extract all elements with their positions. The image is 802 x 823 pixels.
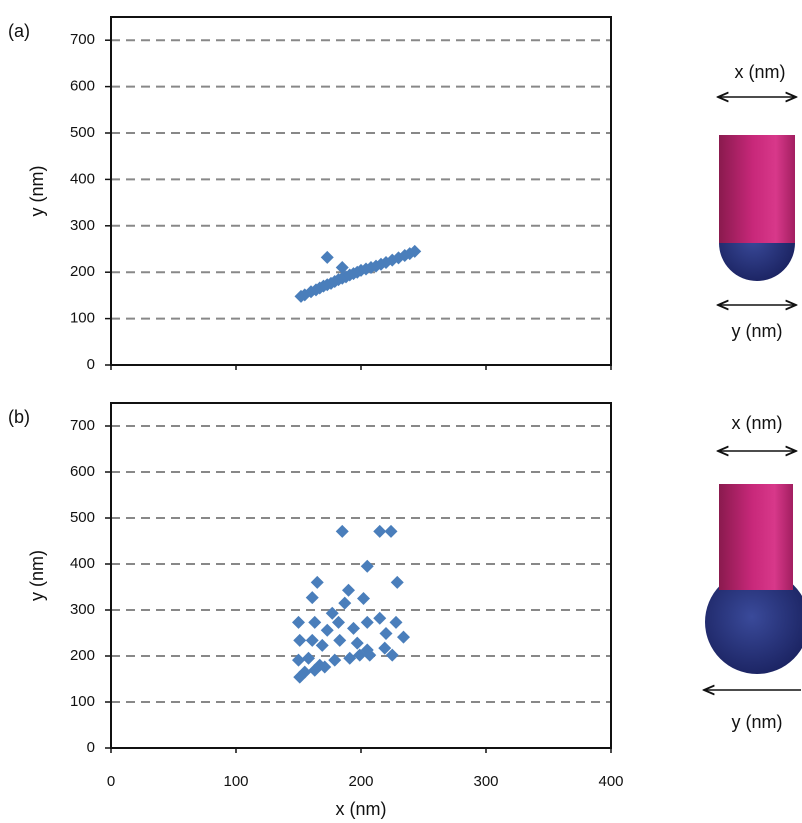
point — [305, 591, 319, 605]
point — [385, 253, 399, 267]
hemisphere — [719, 243, 795, 281]
x-tick-label: 300 — [473, 773, 498, 790]
point — [332, 615, 345, 629]
point — [302, 651, 315, 665]
x-tick-label: 0 — [107, 773, 115, 790]
point — [408, 244, 422, 258]
point — [347, 621, 360, 635]
y-tick-label: 400 — [70, 555, 95, 572]
y-tick-label: 700 — [70, 31, 95, 48]
plot-frame — [110, 16, 612, 366]
cylinder — [719, 135, 795, 243]
x-tick-label: 200 — [348, 773, 373, 790]
point — [310, 575, 324, 589]
x-axis-label: x (nm) — [336, 799, 387, 819]
x-tick-label: 400 — [598, 773, 623, 790]
panel-label: (a) — [8, 21, 30, 41]
y-axis-label: y (nm) — [27, 166, 47, 217]
point — [343, 651, 357, 665]
diagram-label: y (nm) — [732, 321, 783, 341]
point — [373, 524, 387, 538]
point — [325, 606, 339, 620]
y-tick-label: 100 — [70, 693, 95, 710]
point — [373, 611, 387, 625]
point — [318, 660, 332, 674]
y-tick-label: 500 — [70, 124, 95, 141]
point — [293, 633, 307, 647]
x-tick-label: 100 — [223, 773, 248, 790]
point — [397, 630, 410, 644]
point — [335, 261, 349, 275]
point — [292, 615, 305, 629]
point — [357, 592, 370, 605]
diagram-label: x (nm) — [735, 62, 786, 82]
y-tick-label: 600 — [70, 463, 95, 480]
point — [360, 615, 374, 629]
point — [350, 636, 364, 650]
point — [342, 583, 355, 597]
point — [363, 648, 377, 662]
y-tick-label: 600 — [70, 78, 95, 95]
y-tick-label: 400 — [70, 170, 95, 187]
point — [320, 623, 334, 637]
y-tick-label: 200 — [70, 263, 95, 280]
point — [389, 615, 403, 629]
y-tick-label: 0 — [87, 739, 95, 756]
point — [305, 633, 319, 647]
plot-frame — [110, 402, 612, 749]
point — [308, 615, 322, 629]
point — [385, 648, 399, 662]
y-tick-label: 200 — [70, 647, 95, 664]
diagram-label: y (nm) — [732, 712, 783, 732]
point — [333, 633, 347, 647]
y-tick-label: 100 — [70, 310, 95, 327]
point — [328, 653, 342, 667]
y-tick-label: 300 — [70, 601, 95, 618]
point — [353, 648, 367, 662]
y-tick-label: 500 — [70, 509, 95, 526]
point — [384, 524, 398, 538]
sphere — [705, 570, 802, 674]
point — [390, 575, 404, 589]
y-tick-label: 300 — [70, 217, 95, 234]
point — [392, 251, 405, 265]
diagram-label: x (nm) — [732, 413, 783, 433]
point — [308, 663, 322, 677]
point — [292, 653, 305, 667]
point — [298, 665, 312, 679]
point — [338, 596, 352, 610]
y-axis-label: y (nm) — [27, 550, 47, 601]
cylinder — [719, 484, 793, 590]
point — [360, 559, 374, 573]
point — [315, 638, 329, 652]
point — [335, 524, 349, 538]
y-tick-label: 700 — [70, 417, 95, 434]
point — [378, 641, 392, 655]
point — [379, 626, 393, 640]
y-tick-label: 0 — [87, 356, 95, 373]
panel-label: (b) — [8, 407, 30, 427]
point — [320, 250, 334, 264]
